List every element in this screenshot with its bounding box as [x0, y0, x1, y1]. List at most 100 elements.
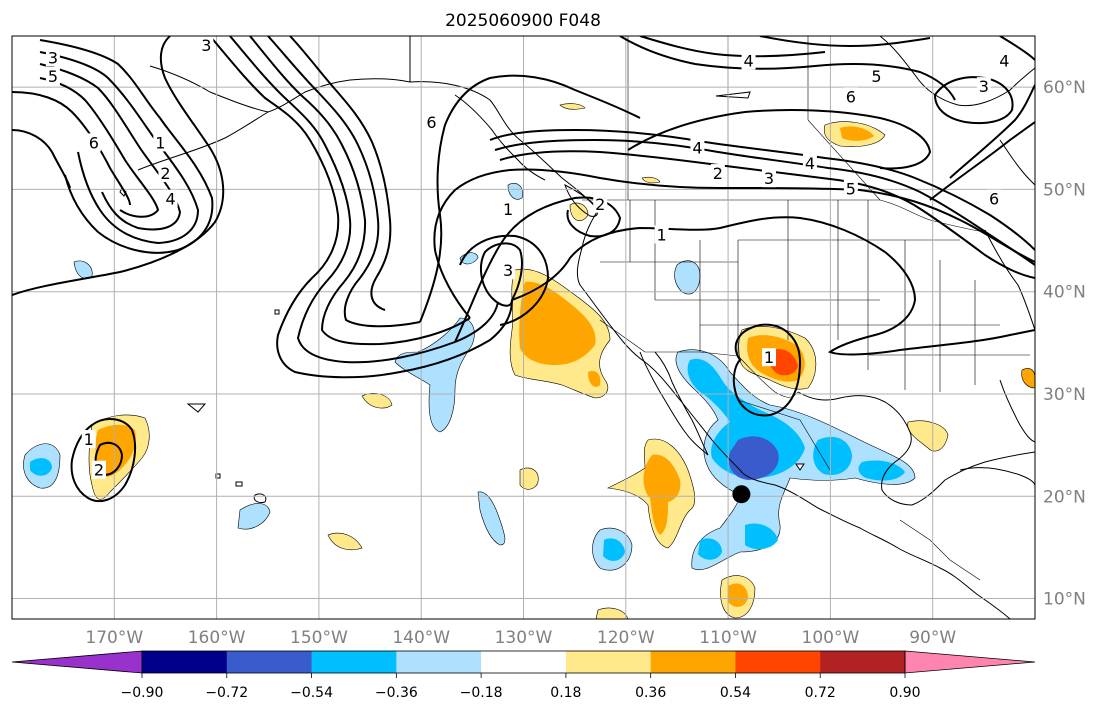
contour-line: [929, 121, 1035, 201]
negative-anomaly-region: [73, 260, 93, 279]
island-layer: [119, 91, 805, 503]
contour-line: [933, 76, 1014, 125]
contour-label-background: [987, 189, 1002, 208]
contour-value-label: 4: [165, 190, 175, 209]
contour-label-background: [424, 112, 439, 131]
contour-label-background: [654, 225, 669, 244]
contour-line: [229, 36, 499, 364]
colorbar-segment: [311, 651, 397, 673]
contour-value-label: 4: [743, 52, 753, 71]
contour-line: [511, 216, 1035, 356]
colorbar-segment: [142, 651, 228, 673]
positive-anomaly-region: [595, 607, 629, 619]
colorbar-tick-label: 0.90: [889, 685, 920, 701]
negative-anomaly-region: [745, 523, 778, 550]
latitude-tick-labels: 60°N 50°N 40°N 30°N 20°N 10°N: [1043, 78, 1086, 609]
atlantic-coastline: [984, 229, 1035, 331]
contour-value-label: 1: [84, 430, 94, 449]
island: [235, 481, 243, 487]
contour-label-background: [45, 48, 60, 67]
positive-anomaly-region: [840, 126, 874, 141]
contour-label-background: [501, 199, 516, 218]
colorbar-tick-label: −0.72: [205, 685, 248, 701]
contour-line: [459, 234, 550, 326]
gulf-of-mexico-coastline: [797, 391, 1035, 506]
contour-value-label: 1: [503, 200, 513, 219]
latitude-tick-label: 50°N: [1043, 180, 1086, 200]
contour-value-label: 4: [692, 139, 702, 158]
figure-title: 2025060900 F048: [445, 11, 601, 31]
alaska-coastline: [149, 65, 411, 113]
baja-california-coastline: [639, 351, 709, 456]
contour-line: [267, 36, 421, 328]
colorbar-segment: [650, 651, 736, 673]
contour-value-label: 2: [160, 164, 170, 183]
colorbar-segment: [481, 651, 567, 673]
contour-label-background: [91, 460, 106, 479]
colorbar-segment: [735, 651, 821, 673]
graticule: [12, 36, 1035, 619]
contour-label-background: [81, 430, 96, 449]
longitude-tick-label: 170°W: [85, 628, 143, 648]
contour-line: [209, 36, 513, 379]
colorbar-frame: [141, 650, 906, 674]
longitude-tick-label: 160°W: [188, 628, 246, 648]
contour-label-background: [158, 164, 173, 183]
contour-value-label: 1: [657, 225, 667, 244]
colorbar-tick-label: 0.72: [805, 685, 836, 701]
contour-line: [619, 36, 956, 101]
longitude-tick-label: 140°W: [392, 628, 450, 648]
negative-anomaly-region: [477, 491, 506, 546]
island: [795, 463, 805, 471]
contour-line: [39, 77, 160, 218]
hudson-bay-coastline: [879, 36, 1035, 107]
contour-value-label: 2: [595, 195, 605, 214]
contour-label-background: [741, 51, 756, 70]
positive-anomaly-region: [588, 370, 601, 387]
contour-value-label: 3: [764, 169, 774, 188]
negative-anomaly-region: [237, 503, 271, 530]
location-marker: [732, 485, 751, 504]
longitude-tick-labels: 170°W 160°W 150°W 140°W 130°W 120°W 110°W 100°W…: [85, 628, 956, 648]
strong-negative-anomaly-region: [728, 436, 779, 480]
contour-value-label: 3: [48, 49, 58, 68]
contour-label-background: [976, 77, 991, 96]
florida-coastline: [999, 379, 1035, 443]
positive-anomaly-region: [641, 176, 661, 184]
contour-line: [70, 418, 137, 503]
longitude-tick-label: 100°W: [802, 628, 860, 648]
longitude-tick-label: 130°W: [495, 628, 553, 648]
island: [715, 91, 751, 99]
positive-anomaly-region: [643, 454, 681, 535]
contour-line: [454, 196, 622, 343]
contour-value-label: 6: [989, 190, 999, 209]
negative-anomaly-region: [30, 458, 52, 476]
contour-line: [479, 242, 523, 307]
negative-anomaly-region: [394, 317, 475, 433]
colorbar-segment: [226, 651, 313, 673]
positive-anomaly-region: [907, 420, 949, 452]
state-border: [599, 319, 646, 353]
island: [186, 403, 207, 413]
contour-label-background: [869, 66, 884, 85]
positive-anomaly-region: [519, 467, 539, 490]
contour-value-label: 5: [846, 179, 856, 198]
longitude-tick-label: 110°W: [699, 628, 757, 648]
colorbar-under-extension: [11, 650, 143, 674]
latitude-tick-label: 20°N: [1043, 487, 1086, 507]
contour-value-label: 3: [503, 261, 513, 280]
contour-label-background: [843, 87, 858, 106]
contour-label-background: [710, 164, 725, 183]
longitude-tick-label: 150°W: [290, 628, 348, 648]
contour-line: [419, 74, 641, 323]
contour-line: [759, 36, 931, 48]
contour-label-background: [762, 169, 777, 188]
alaska-peninsula-coastline: [137, 111, 269, 171]
contour-label-background: [163, 189, 178, 208]
contour-value-label: 3: [979, 77, 989, 96]
island: [274, 309, 280, 315]
mexico-state-border: [737, 399, 831, 471]
